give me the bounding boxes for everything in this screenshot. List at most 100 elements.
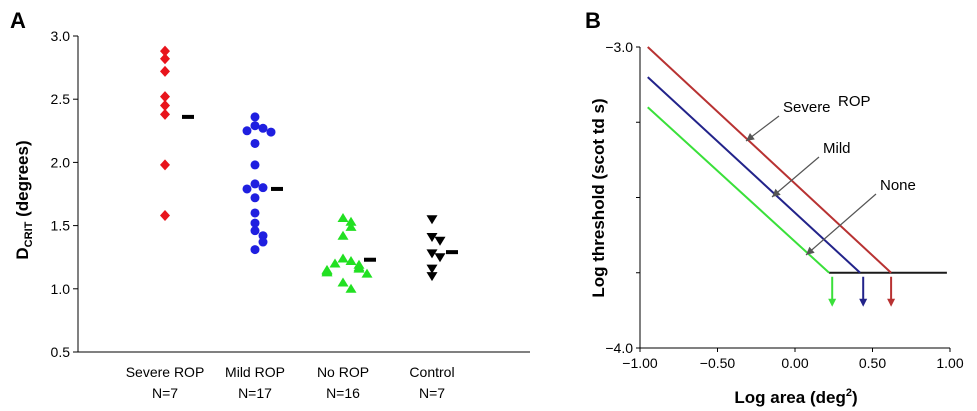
data-point (337, 213, 349, 223)
ylabel-main: D (13, 247, 32, 259)
data-point (250, 208, 260, 218)
x-tick-n: N=7 (152, 385, 178, 401)
ylabel-sub: CRIT (23, 221, 35, 247)
data-point (345, 255, 357, 265)
data-point (250, 193, 260, 203)
xlabel-b: Log area (deg (734, 388, 845, 407)
x-tick-label: Control (409, 364, 454, 380)
pointer-head (772, 188, 781, 197)
data-point (426, 264, 438, 274)
data-point (258, 237, 268, 247)
x-tick-label: 0.00 (781, 355, 808, 371)
xlabel-b-end: ) (852, 388, 858, 407)
data-point (426, 272, 438, 282)
data-point (337, 277, 349, 287)
pointer-head (806, 246, 815, 255)
data-point (250, 121, 260, 131)
data-point (250, 245, 260, 255)
x-tick-label: 0.50 (859, 355, 886, 371)
data-point (426, 249, 438, 259)
x-tick-label: No ROP (317, 364, 369, 380)
panel-a-plot: 0.5 1.0 1.5 2.0 2.5 3.0 Severe ROP N=7 Mild ROP N… (51, 28, 530, 401)
data-point (242, 126, 252, 136)
series-label: Severe (783, 99, 831, 116)
x-tick-n: N=7 (419, 385, 445, 401)
data-point (345, 283, 357, 293)
x-tick-label: Mild ROP (225, 364, 285, 380)
xlabel-b-sup: 2 (846, 387, 852, 399)
data-point (160, 91, 170, 103)
data-point (426, 215, 438, 225)
data-point (250, 179, 260, 189)
data-point (160, 100, 170, 112)
data-point (329, 258, 341, 268)
data-point (160, 53, 170, 65)
data-point (250, 226, 260, 236)
data-point (242, 184, 252, 194)
data-point (250, 160, 260, 170)
data-point (258, 183, 268, 193)
data-point (266, 127, 276, 137)
data-point (345, 216, 357, 226)
data-point (361, 268, 373, 278)
panel-b-letter: B (585, 8, 601, 33)
x-tick-label: Severe ROP (126, 364, 205, 380)
data-point (250, 218, 260, 228)
data-point (160, 209, 170, 221)
panel-a-ylabel: DCRIT (degrees) (13, 140, 35, 259)
arrow-head (887, 298, 896, 307)
y-tick-label: 0.5 (51, 344, 71, 360)
series-line (647, 76, 861, 274)
ylabel-b: Log threshold (scot td s) (589, 98, 608, 297)
panel-b-title: ROP (838, 93, 871, 110)
x-tick-label: −1.00 (622, 355, 658, 371)
data-point (337, 230, 349, 240)
pointer-head (746, 132, 755, 141)
x-tick-label: 1.00 (936, 355, 963, 371)
y-tick-label: 2.5 (51, 91, 71, 107)
data-point (426, 232, 438, 242)
data-point (250, 112, 260, 122)
data-point (160, 65, 170, 77)
y-tick-label: −3.0 (605, 39, 633, 55)
data-point (434, 253, 446, 263)
panel-b-xlabel: Log area (deg2) (734, 387, 857, 407)
data-point (250, 138, 260, 148)
ylabel-rest: (degrees) (13, 140, 32, 221)
data-point (353, 263, 365, 273)
series-line (647, 106, 830, 274)
data-point (160, 45, 170, 57)
series-label: Mild (823, 140, 851, 157)
arrow-head (828, 298, 837, 307)
data-point (321, 267, 333, 277)
x-tick-n: N=17 (238, 385, 272, 401)
y-tick-label: 2.0 (51, 154, 71, 170)
mean-marker (271, 186, 283, 191)
panel-b-plot: −3.0 −4.0−1.00 −0.50 0.00 0.50 1.00 Severe Mild… (605, 39, 963, 371)
data-point (160, 159, 170, 171)
x-tick-n: N=16 (326, 385, 360, 401)
y-tick-label: −4.0 (605, 340, 633, 356)
data-point (337, 253, 349, 263)
data-point (345, 221, 357, 231)
data-point (160, 108, 170, 120)
series-label: None (880, 177, 916, 194)
svg-text:DCRIT (degrees): DCRIT (degrees) (13, 140, 35, 259)
arrow-head (859, 298, 868, 307)
mean-marker (364, 257, 376, 262)
pointer-line (771, 156, 820, 198)
panel-a-letter: A (10, 8, 26, 33)
series-line (647, 46, 892, 274)
mean-marker (446, 250, 458, 255)
data-point (258, 123, 268, 133)
x-tick-label: −0.50 (700, 355, 736, 371)
y-tick-label: 3.0 (51, 28, 71, 44)
pointer-line (805, 193, 877, 256)
panel-b-ylabel: Log threshold (scot td s) (589, 98, 608, 297)
data-point (258, 231, 268, 241)
mean-marker (182, 114, 194, 119)
y-tick-label: 1.5 (51, 218, 71, 234)
y-tick-label: 1.0 (51, 281, 71, 297)
data-point (434, 236, 446, 246)
